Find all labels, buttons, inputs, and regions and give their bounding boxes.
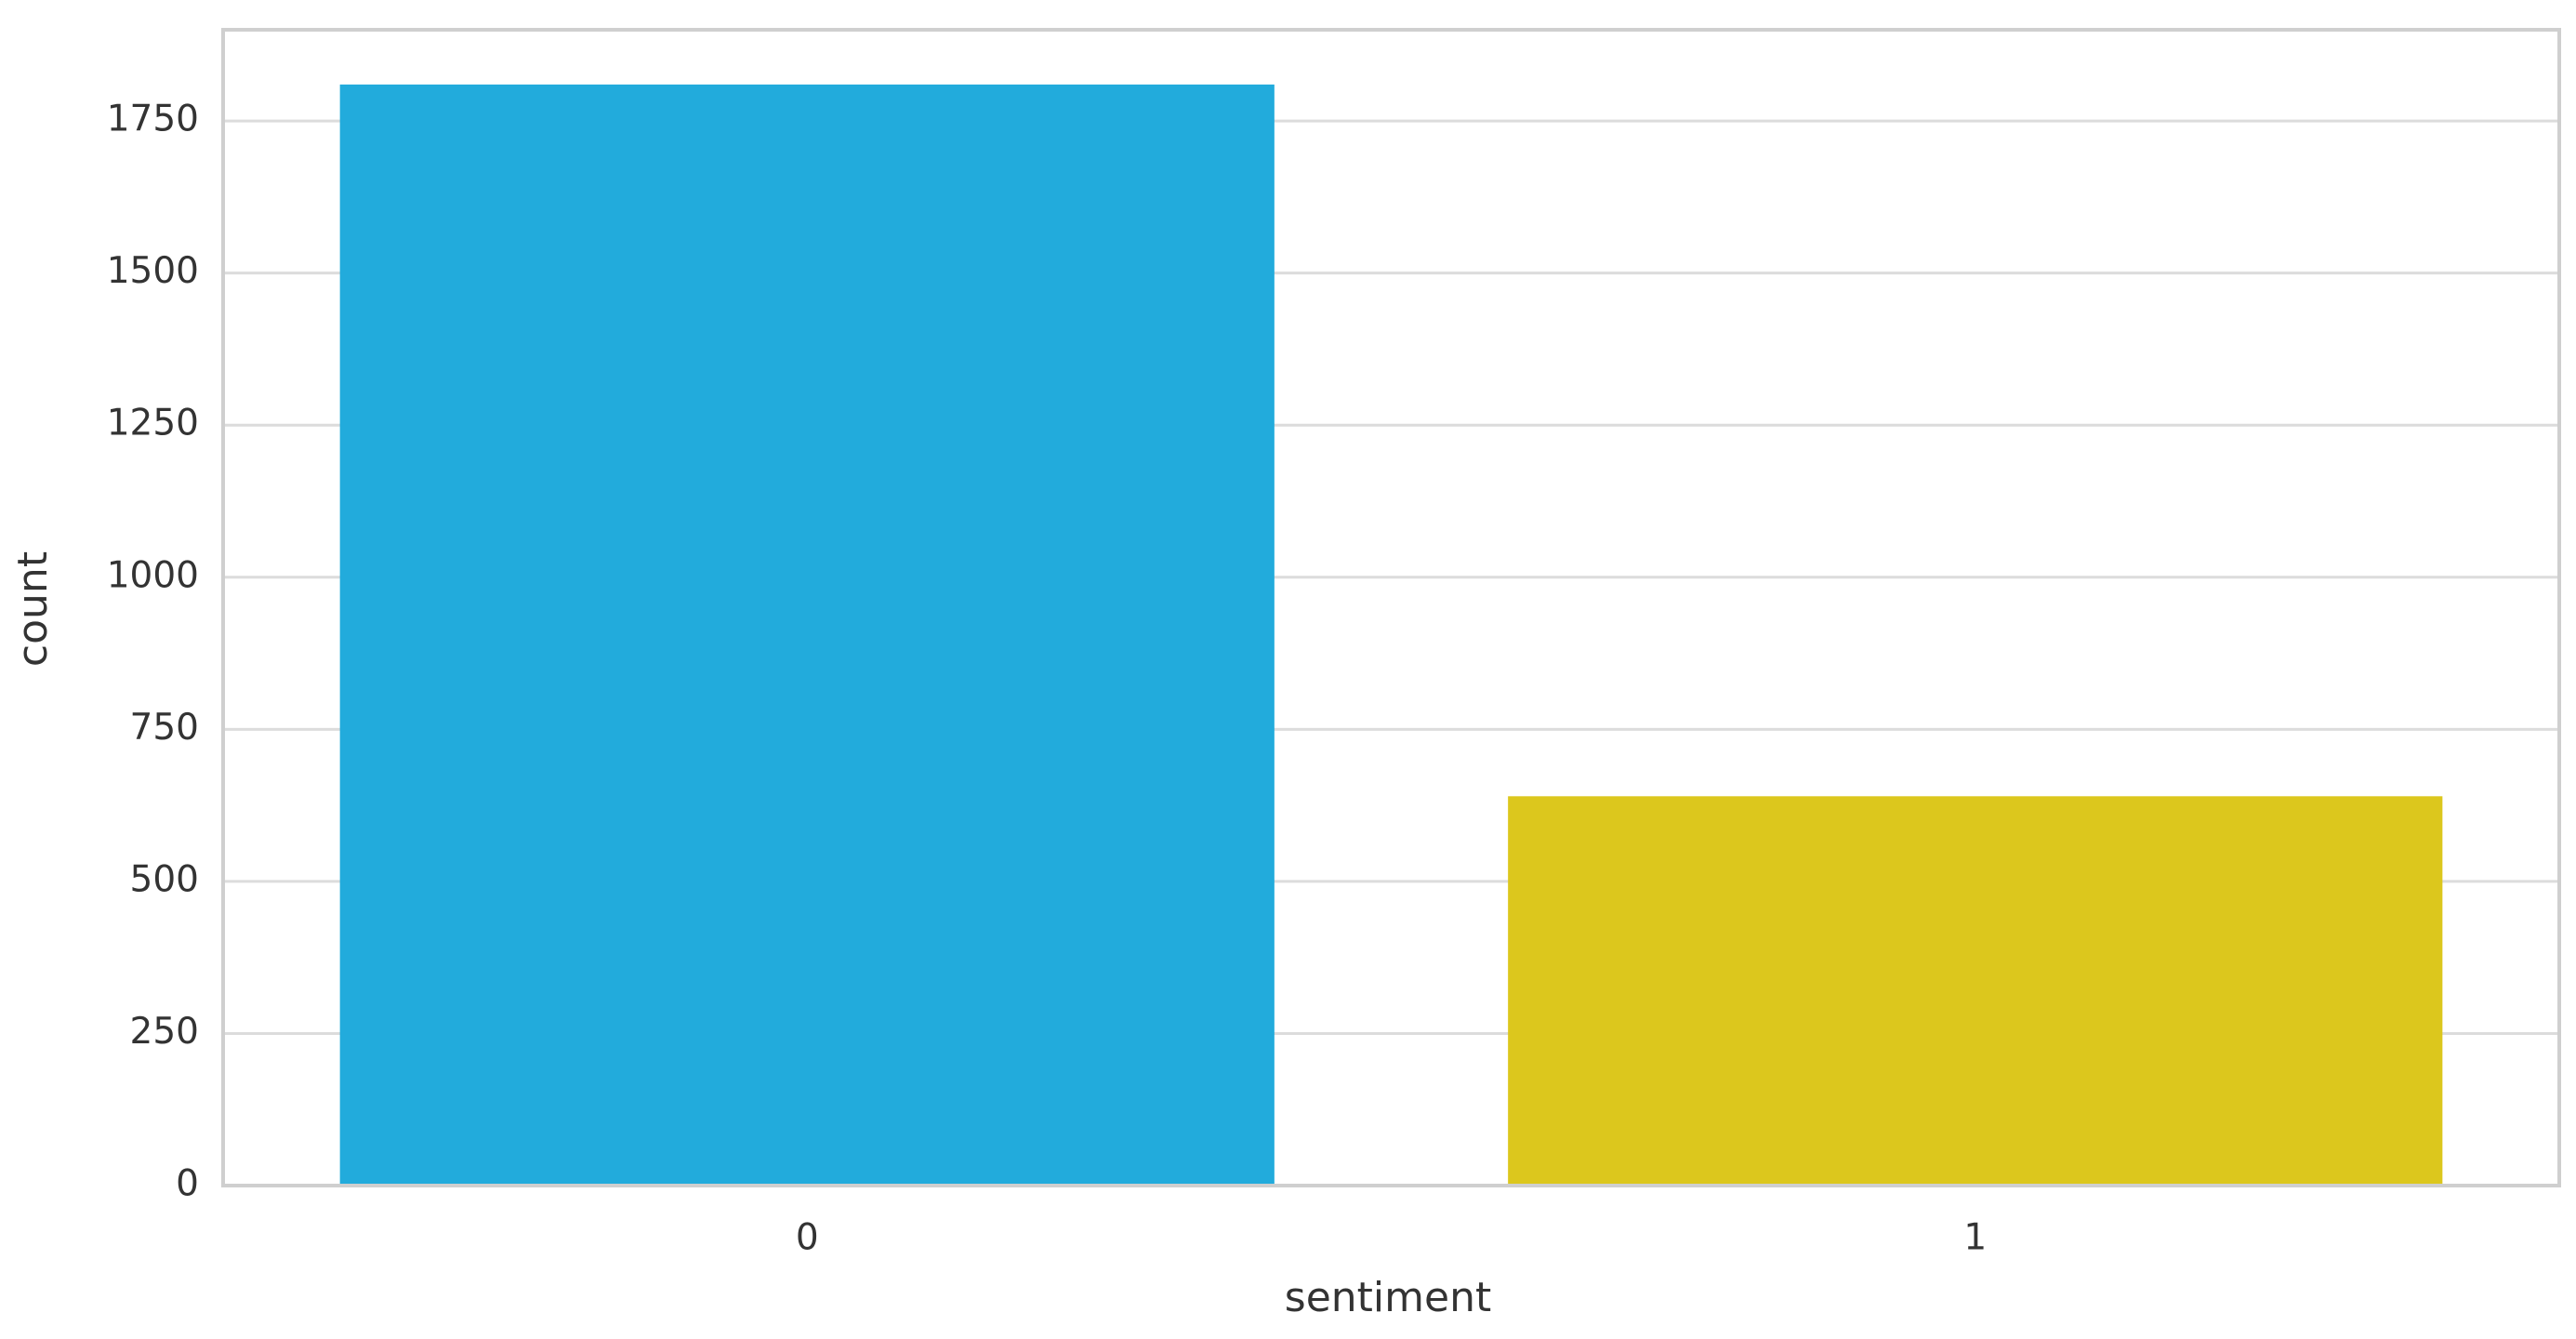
y-tick-label: 500 — [130, 858, 199, 900]
x-tick-label: 1 — [1963, 1217, 1987, 1259]
y-tick-label: 1500 — [107, 250, 199, 292]
plot-frame — [221, 28, 2561, 1187]
y-axis-label: count — [9, 551, 57, 667]
y-tick-label: 750 — [130, 707, 199, 749]
x-axis-label: sentiment — [1285, 1274, 1491, 1321]
x-tick-label: 0 — [796, 1217, 819, 1259]
bar — [339, 84, 1275, 1187]
y-tick-label: 1000 — [107, 554, 199, 596]
y-tick-label: 1250 — [107, 403, 199, 444]
y-tick-label: 0 — [176, 1163, 199, 1205]
y-tick-label: 250 — [130, 1011, 199, 1053]
bar — [1508, 796, 2443, 1186]
y-tick-label: 1750 — [107, 99, 199, 140]
